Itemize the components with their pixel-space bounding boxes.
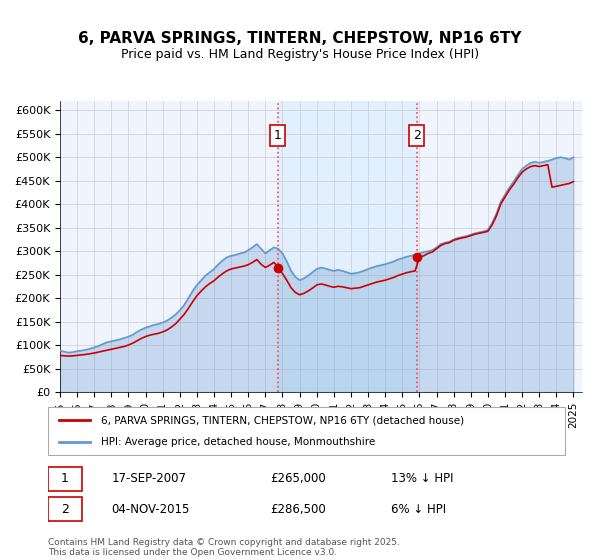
Text: HPI: Average price, detached house, Monmouthshire: HPI: Average price, detached house, Monm… [101, 437, 375, 447]
FancyBboxPatch shape [48, 466, 82, 491]
FancyBboxPatch shape [48, 497, 82, 521]
Text: Price paid vs. HM Land Registry's House Price Index (HPI): Price paid vs. HM Land Registry's House … [121, 48, 479, 60]
FancyBboxPatch shape [48, 407, 565, 455]
Text: 2: 2 [413, 129, 421, 142]
Text: 2: 2 [61, 502, 69, 516]
Text: 04-NOV-2015: 04-NOV-2015 [112, 502, 190, 516]
Bar [278, 101, 417, 392]
Text: 1: 1 [61, 472, 69, 486]
Text: 6% ↓ HPI: 6% ↓ HPI [391, 502, 446, 516]
Text: £286,500: £286,500 [270, 502, 326, 516]
Text: £265,000: £265,000 [270, 472, 326, 486]
Text: 6, PARVA SPRINGS, TINTERN, CHEPSTOW, NP16 6TY (detached house): 6, PARVA SPRINGS, TINTERN, CHEPSTOW, NP1… [101, 415, 464, 425]
Text: 1: 1 [274, 129, 281, 142]
Text: Contains HM Land Registry data © Crown copyright and database right 2025.
This d: Contains HM Land Registry data © Crown c… [48, 538, 400, 557]
Text: 17-SEP-2007: 17-SEP-2007 [112, 472, 187, 486]
Text: 13% ↓ HPI: 13% ↓ HPI [391, 472, 454, 486]
Text: 6, PARVA SPRINGS, TINTERN, CHEPSTOW, NP16 6TY: 6, PARVA SPRINGS, TINTERN, CHEPSTOW, NP1… [78, 31, 522, 46]
